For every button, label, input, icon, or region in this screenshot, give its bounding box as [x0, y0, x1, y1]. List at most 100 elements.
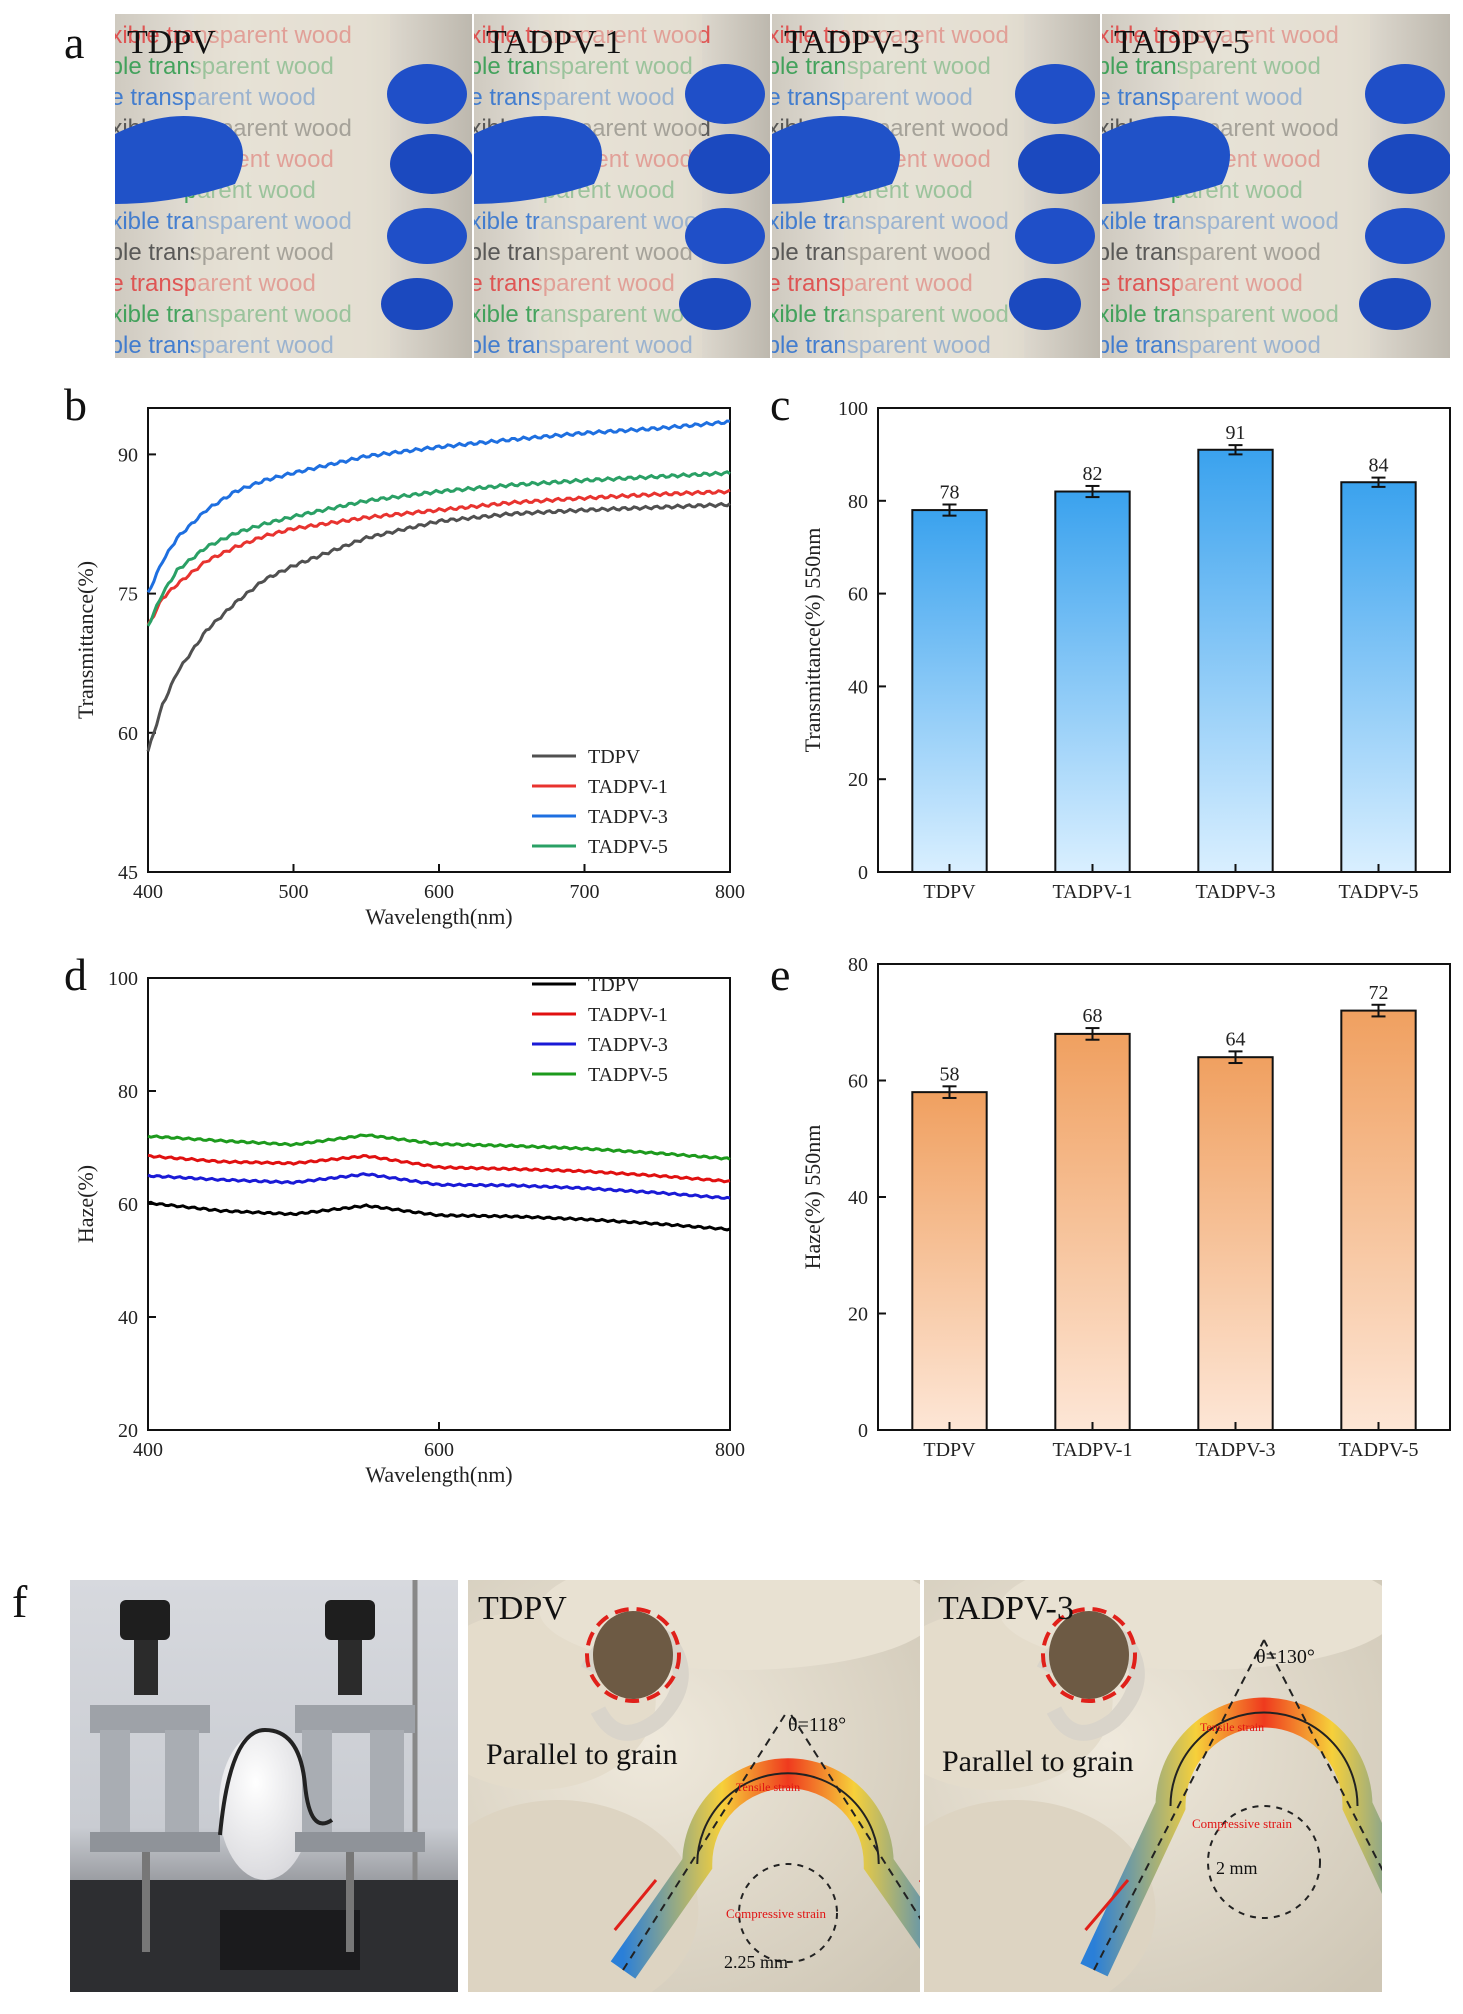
y-tick-label: 40 [848, 676, 868, 698]
panel-a-glove-finger [685, 208, 765, 264]
bar-tadpv-5 [1340, 1009, 1417, 1431]
x-tick-label: 400 [133, 1439, 163, 1461]
y-tick-label: 80 [848, 954, 868, 976]
x-tick-label: 800 [715, 881, 745, 903]
x-tick-label: 600 [424, 1439, 454, 1461]
strain-arrow-icon [613, 1879, 658, 1931]
y-tick-label: 20 [848, 769, 868, 791]
chart-d-haze-spectra: 400 600 800 20 40 60 80 100 Wavelength(nm) Haze(%… [73, 968, 745, 1487]
y-tick-label: 60 [848, 1071, 868, 1093]
panel-a-glove-thumb [115, 116, 243, 204]
panel-a-glove-finger [679, 278, 751, 330]
bar-value-label: 91 [1226, 422, 1246, 444]
plot-frame [877, 407, 1451, 873]
series-line-tadpv-1 [146, 488, 731, 626]
panel-f-tdpv-radius-label: 2.25 mm [724, 1952, 789, 1972]
panel-a-glove-icon [115, 64, 472, 330]
y-tick-label: 0 [858, 862, 868, 884]
x-tick-label: 600 [424, 881, 454, 903]
y-tick-label: 40 [848, 1187, 868, 1209]
x-tick-label: 800 [715, 1439, 745, 1461]
series-line-tadpv-5 [147, 1133, 731, 1161]
panel-f-tadpv3-angle: θ=130° [1256, 1646, 1315, 1668]
bar-tdpv [911, 1091, 988, 1431]
y-tick-label: 0 [858, 1420, 868, 1442]
bar-value-label: 82 [1083, 463, 1103, 485]
bar-tadpv-3 [1197, 448, 1274, 873]
panel-a-glove-finger [1015, 208, 1095, 264]
panel-letter-b: b [64, 379, 87, 430]
bar-value-label: 84 [1369, 455, 1389, 477]
y-tick-label: 40 [118, 1307, 138, 1329]
neutral-axis [1169, 1711, 1359, 1807]
panel-f-tdpv-bend-photo: TDPV Parallel to grain θ=118° Tensile st… [468, 1580, 920, 1992]
highlight-circle-icon [1041, 1607, 1137, 1703]
bar-tadpv-1 [1054, 1032, 1131, 1432]
y-axis-label: Haze(%) 550nm [800, 1125, 825, 1270]
bar-value-label: 78 [940, 482, 960, 504]
y-axis-label: Transmittance(%) 550nm [800, 528, 825, 753]
legend-label-tadpv-3: TADPV-3 [588, 806, 668, 828]
legend-label-tadpv-5: TADPV-5 [588, 1064, 668, 1086]
legend-label-tadpv-1: TADPV-1 [588, 1004, 668, 1026]
angle-guide [622, 1709, 789, 1971]
x-tick-label: 500 [279, 881, 309, 903]
panel-f-tadpv3-title: TADPV-3 [938, 1590, 1074, 1627]
y-tick-label: 100 [838, 398, 868, 420]
bar-tadpv-5 [1340, 481, 1417, 874]
y-tick-label: 75 [118, 584, 138, 606]
panel-f-tdpv-angle: θ=118° [788, 1714, 847, 1736]
x-tick-label: TADPV-1 [1053, 1439, 1133, 1461]
x-axis-label: Wavelength(nm) [365, 904, 512, 929]
x-tick-label: 700 [570, 881, 600, 903]
curvature-circle [1207, 1805, 1321, 1919]
panel-a-photo-4: flexible transparent woodflexible transp… [1102, 14, 1450, 358]
x-tick-label: TADPV-3 [1196, 881, 1276, 903]
y-tick-label: 80 [848, 491, 868, 513]
series-line-tdpv [146, 501, 731, 752]
panel-a-glove-icon [772, 64, 1100, 330]
y-axis-label: Haze(%) [73, 1165, 98, 1243]
y-tick-label: 20 [848, 1304, 868, 1326]
panel-a-glove-finger [685, 64, 765, 124]
x-axis-label: Wavelength(nm) [365, 1462, 512, 1487]
bar-value-label: 68 [1083, 1005, 1103, 1027]
legend-label-tdpv: TDPV [588, 746, 641, 768]
y-tick-label: 45 [118, 862, 138, 884]
panel-f-tadpv3-radius-label: 2 mm [1216, 1858, 1258, 1878]
chart-e-haze-bars: 0 20 40 60 80 Haze(%) 550nm 58 TDPV 68 TADPV-1 64 T… [800, 954, 1451, 1461]
bar-tdpv [911, 509, 988, 874]
legend-label-tdpv: TDPV [588, 974, 641, 996]
x-tick-label: TDPV [923, 881, 976, 903]
panel-a-glove-finger [688, 134, 770, 194]
panel-a-glove-finger [1365, 208, 1445, 264]
panel-letter-f: f [12, 1576, 28, 1627]
panel-a-photo-title-4: TADPV-5 [1114, 24, 1250, 61]
curvature-circle [738, 1863, 838, 1963]
y-tick-label: 80 [118, 1081, 138, 1103]
bar-value-label: 64 [1226, 1028, 1246, 1050]
y-tick-label: 60 [118, 723, 138, 745]
panel-letter-e: e [770, 949, 791, 1000]
highlight-circle-icon [585, 1607, 681, 1703]
panel-a-photo-title-2: TADPV-1 [486, 24, 622, 61]
bar-tadpv-3 [1197, 1056, 1274, 1431]
bar-tadpv-1 [1054, 490, 1131, 874]
panel-f-clamp-photo [70, 1580, 458, 1992]
neutral-axis [696, 1772, 880, 1865]
y-tick-label: 60 [848, 584, 868, 606]
panel-a-glove-finger [1009, 278, 1081, 330]
series-line-tadpv-1 [147, 1153, 731, 1184]
panel-a-glove-finger [1365, 64, 1445, 124]
panel-a-glove-thumb [474, 116, 602, 204]
panel-a-glove-finger [381, 278, 453, 330]
y-axis-label: Transmittance(%) [73, 561, 98, 719]
panel-a-glove-finger [387, 64, 467, 124]
panel-a-glove-finger [1368, 134, 1450, 194]
y-tick-label: 100 [108, 968, 138, 990]
bar-value-label: 72 [1369, 982, 1389, 1004]
panel-a-photo-3: flexible transparent woodflexible transp… [772, 14, 1100, 358]
panel-f-tadpv3-bend-photo: TADPV-3 Parallel to grain θ=130° Tensile… [924, 1580, 1382, 1992]
panel-a-glove-icon [1102, 64, 1450, 330]
sample-opening [1049, 1611, 1129, 1699]
